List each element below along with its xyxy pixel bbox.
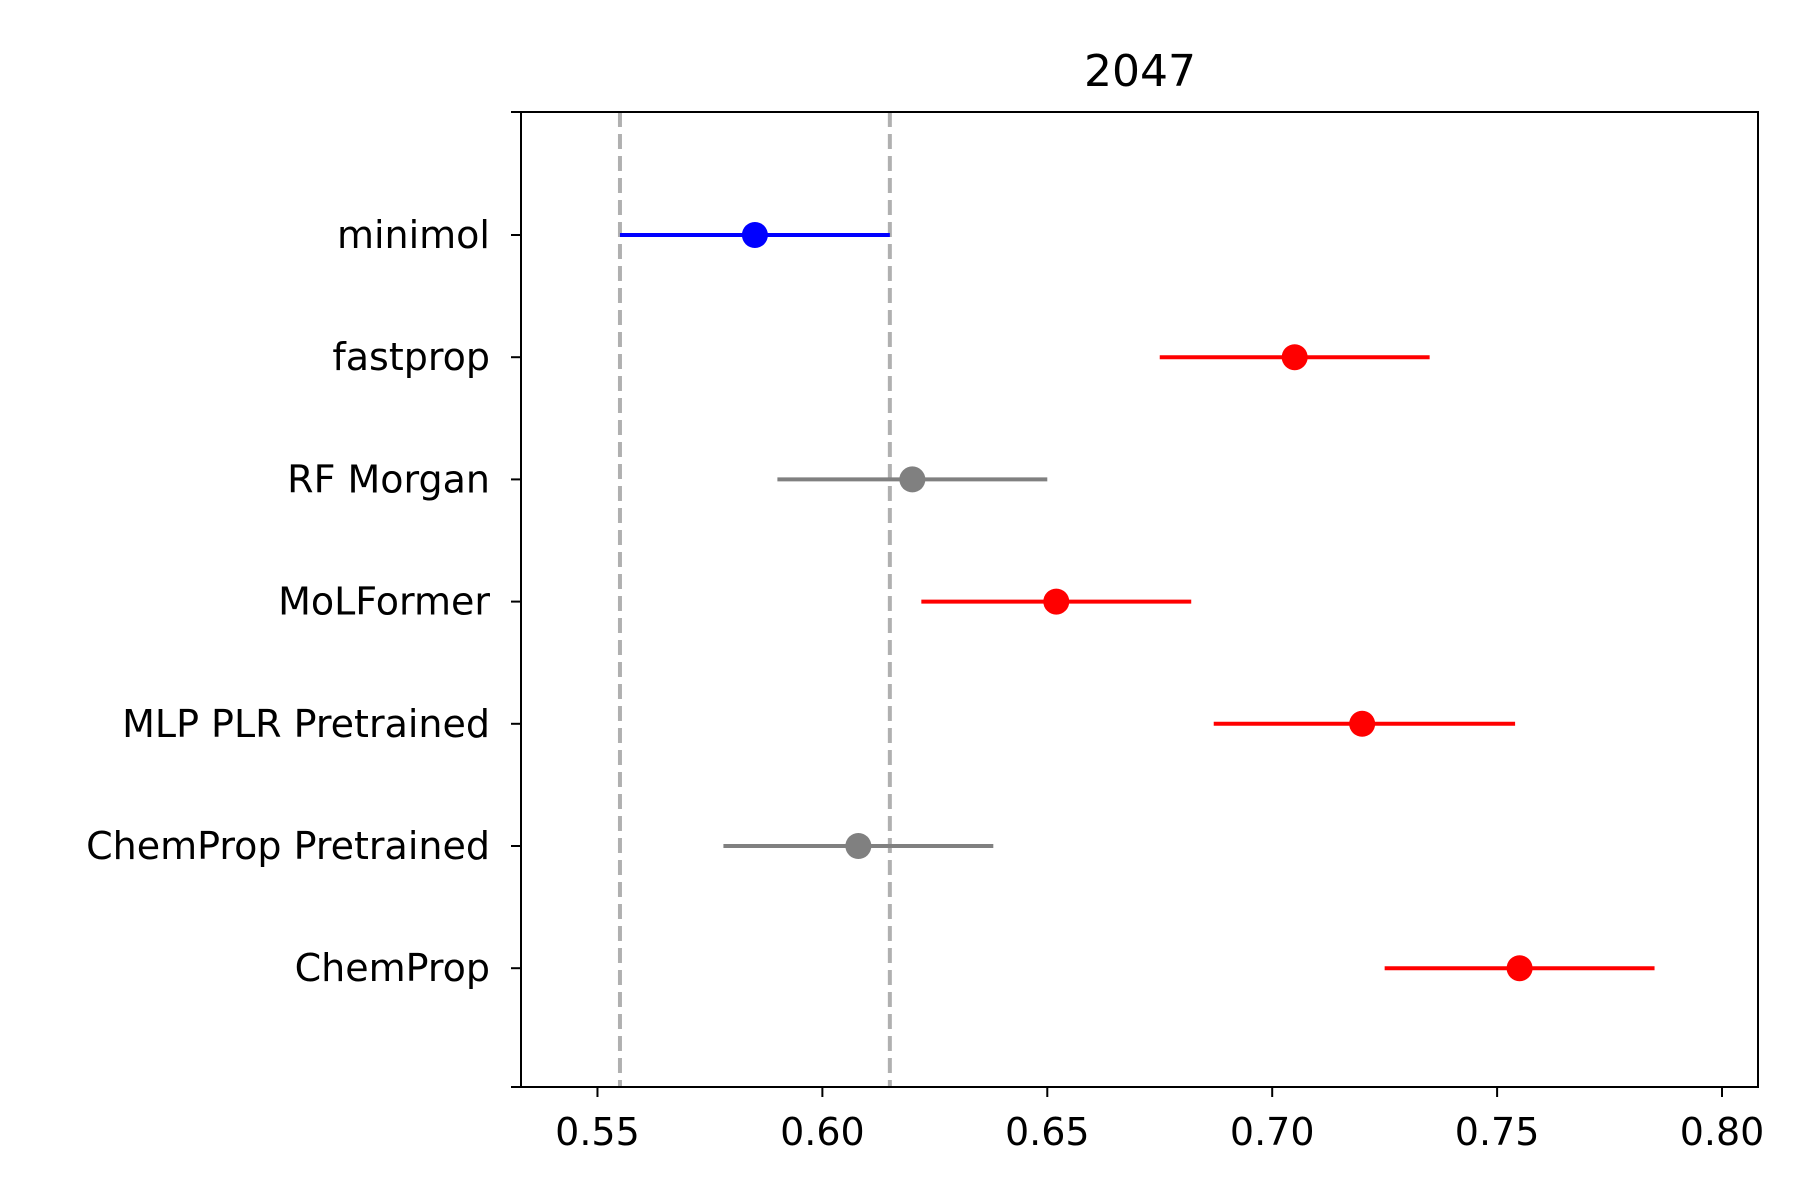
y-tick-label-fastprop: fastprop [332, 335, 490, 379]
y-tick-label-chemprop-pretrained: ChemProp Pretrained [86, 824, 490, 868]
data-point-molformer [1043, 588, 1070, 615]
y-tick-label-chemprop: ChemProp [295, 946, 490, 990]
chart-title: 2047 [1084, 46, 1196, 97]
y-tick-label-minimol: minimol [337, 213, 490, 257]
y-tick-label-molformer: MoLFormer [278, 580, 490, 624]
plot-area [520, 111, 1759, 1088]
data-series [619, 222, 1655, 982]
x-tick-label-1: 0.60 [780, 1110, 865, 1154]
data-point-fastprop [1281, 344, 1308, 371]
y-axis: minimol fastprop RF Morgan MoLFormer MLP PLR… [86, 111, 521, 1088]
x-tick-label-2: 0.65 [1005, 1110, 1090, 1154]
y-tick-label-mlp-plr-pretrained: MLP PLR Pretrained [122, 702, 490, 746]
data-point-mlp-plr-pretrained [1349, 710, 1376, 737]
data-point-minimol [741, 222, 768, 248]
data-point-chemprop [1506, 955, 1533, 982]
data-point-chemprop-pretrained [845, 833, 872, 859]
x-tick-label-4: 0.75 [1455, 1110, 1540, 1154]
data-point-rf-morgan [899, 466, 926, 493]
x-tick-label-5: 0.80 [1680, 1110, 1765, 1154]
y-tick-label-rf-morgan: RF Morgan [287, 457, 490, 501]
x-axis: 0.55 0.60 0.65 0.70 0.75 0.80 [555, 1087, 1764, 1154]
reference-lines [617, 112, 892, 1087]
x-tick-label-0: 0.55 [555, 1110, 640, 1154]
x-tick-label-3: 0.70 [1230, 1110, 1315, 1154]
